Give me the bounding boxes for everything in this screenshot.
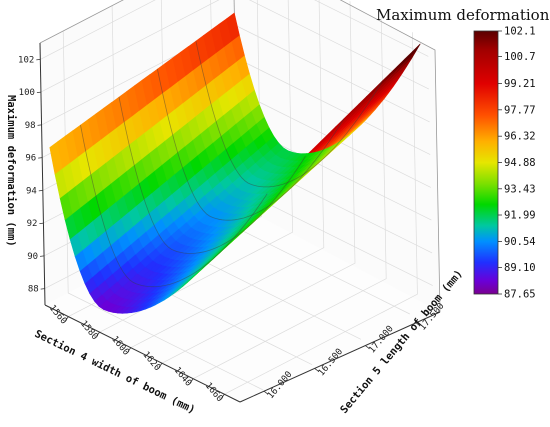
z-tick-label: 88 bbox=[28, 285, 39, 295]
colorbar-title: Maximum deformation bbox=[376, 6, 550, 24]
colorbar-tick-label: 94.88 bbox=[504, 157, 536, 169]
z-tick-label: 100 bbox=[19, 88, 35, 98]
deformation-surface bbox=[49, 12, 421, 314]
colorbar-ticks: 102.1 100.7 99.21 97.77 96.32 94.88 93.43 91.99… bbox=[498, 26, 536, 301]
z-tick-label: 96 bbox=[25, 154, 36, 164]
colorbar-tick-label: 87.65 bbox=[504, 289, 536, 301]
colorbar-tick-label: 100.7 bbox=[504, 51, 536, 63]
colorbar-tick-label: 97.77 bbox=[504, 104, 536, 116]
axis-lines bbox=[39, 42, 441, 403]
colorbar-tick-label: 91.99 bbox=[504, 210, 536, 222]
colorbar-tick-label: 90.54 bbox=[504, 236, 536, 248]
colorbar-tick-label: 99.21 bbox=[504, 78, 536, 90]
z-tick-label: 102 bbox=[18, 55, 34, 65]
z-tick-label: 92 bbox=[27, 219, 38, 229]
z-tick-label: 90 bbox=[27, 252, 38, 262]
z-axis-title: Maximum deformation (mm) bbox=[5, 95, 17, 247]
z-axis-ticks: 88 90 92 94 96 98 100 102 bbox=[18, 55, 45, 295]
colorbar-tick-label: 93.43 bbox=[504, 183, 536, 195]
colorbar bbox=[473, 30, 499, 295]
surface-contours bbox=[80, 41, 383, 288]
colorbar-tick-label: 96.32 bbox=[504, 131, 536, 143]
colorbar-tick-label: 102.1 bbox=[504, 26, 536, 38]
z-tick-label: 94 bbox=[26, 186, 37, 196]
colorbar-tick-label: 89.10 bbox=[504, 262, 536, 274]
z-tick-label: 98 bbox=[25, 121, 36, 131]
